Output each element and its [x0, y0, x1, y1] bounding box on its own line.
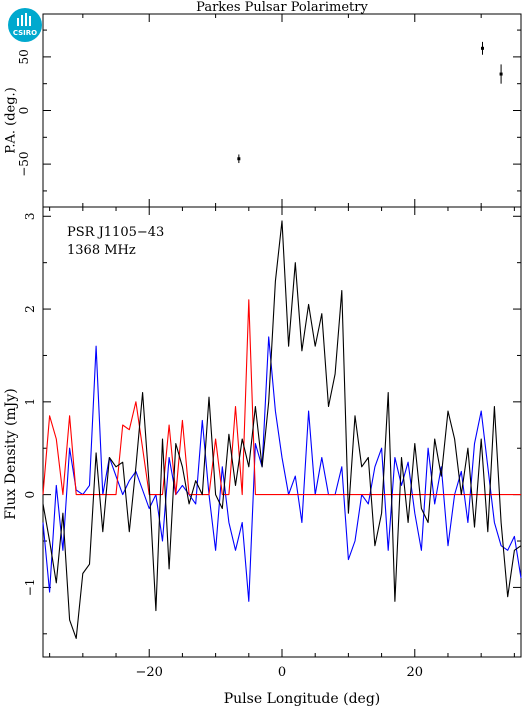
pa-y-tick-label: −50: [17, 151, 31, 176]
flux-y-tick-label: 0: [23, 491, 37, 499]
flux-y-tick-label: 1: [23, 398, 37, 406]
pa-point: [237, 157, 241, 161]
csiro-logo-text: CSIRO: [12, 29, 38, 37]
pa-point: [499, 72, 503, 76]
flux-frame: [42, 206, 522, 658]
flux-x-tick-label: 0: [278, 665, 286, 680]
pa-panel: −50 0 50 P.A. (deg.): [4, 13, 522, 208]
flux-x-tick-label: −20: [136, 665, 163, 680]
total-intensity-series: [42, 220, 522, 639]
circular-polarization-series: [42, 336, 522, 602]
flux-density-panel: −20 0 20 −1 0 1 2 3 Pulse Longitude (deg) Flux De…: [3, 206, 522, 707]
linear-polarization-series: [42, 299, 521, 496]
pa-y-tick-label: 50: [17, 49, 31, 64]
flux-x-tick-label: 20: [407, 665, 424, 680]
flux-y-tick-label: 3: [23, 212, 37, 220]
csiro-logo: CSIRO: [8, 8, 42, 42]
pa-frame: [42, 13, 522, 208]
frequency-annotation: 1368 MHz: [67, 243, 136, 258]
flux-x-axis-label: Pulse Longitude (deg): [224, 691, 381, 707]
flux-y-axis-label: Flux Density (mJy): [3, 388, 19, 519]
pulsar-name-annotation: PSR J1105−43: [67, 225, 164, 240]
figure-title: Parkes Pulsar Polarimetry: [196, 0, 368, 15]
pa-y-tick-label: 0: [17, 107, 31, 115]
pa-point: [480, 46, 484, 50]
csiro-logo-icon: [17, 13, 31, 26]
flux-y-tick-label: −1: [23, 579, 37, 597]
pa-y-axis-label: P.A. (deg.): [4, 87, 19, 154]
flux-y-tick-label: 2: [23, 305, 37, 313]
